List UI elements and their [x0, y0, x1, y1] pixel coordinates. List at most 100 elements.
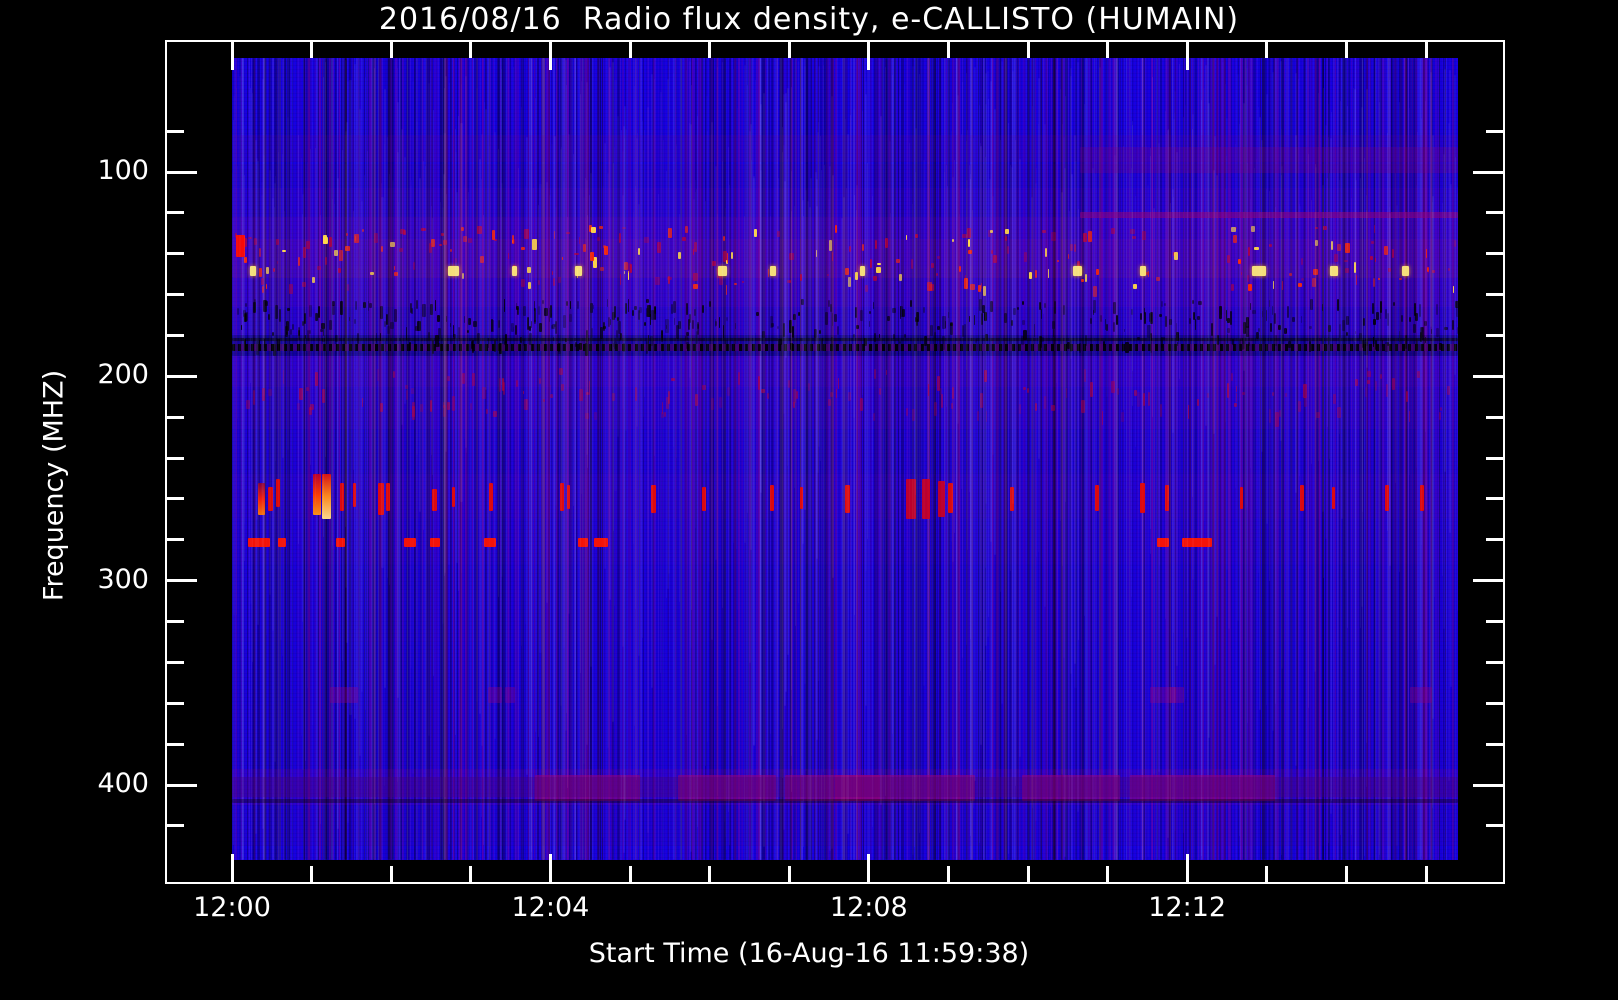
spec-grain — [501, 68, 502, 385]
spec-column-noise — [580, 58, 583, 860]
spec-grain — [1187, 205, 1188, 594]
rfi-burst — [1301, 258, 1303, 266]
spec-column-noise — [694, 58, 697, 860]
spec-column-noise — [982, 58, 985, 860]
spec-grain — [1340, 100, 1341, 835]
spec-column-noise — [701, 58, 703, 860]
spec-column-noise — [916, 58, 919, 860]
spec-grain — [444, 132, 446, 574]
speckle-200 — [612, 393, 615, 402]
spec-grain — [1135, 196, 1136, 447]
rfi-burst — [333, 249, 338, 256]
spec-column-noise — [880, 58, 882, 860]
spec-grain — [439, 202, 441, 860]
dark-tick — [332, 304, 335, 315]
spec-column-noise — [635, 58, 637, 860]
dark-tick — [379, 306, 384, 320]
spec-grain — [1228, 218, 1230, 629]
spec-grain — [349, 79, 352, 715]
rfi-burst — [440, 233, 445, 236]
spec-grain — [961, 81, 964, 658]
dark-tick — [517, 308, 520, 315]
dark-tick — [1038, 336, 1043, 349]
spec-column-noise — [598, 58, 601, 860]
rfi-burst — [492, 229, 495, 241]
rfi-burst — [521, 278, 525, 287]
rfi-burst — [428, 242, 432, 253]
spec-column-noise — [1254, 58, 1257, 860]
dark-tick — [297, 327, 301, 341]
rfi-burst — [551, 271, 554, 276]
dark-tick — [1287, 306, 1289, 319]
spec-grain — [589, 194, 591, 860]
spec-column-noise — [885, 58, 888, 860]
speckle-200 — [446, 375, 450, 381]
spec-grain — [1331, 112, 1333, 801]
spec-column-noise — [250, 58, 252, 860]
spec-column-noise — [596, 58, 600, 860]
spec-column-noise — [652, 58, 656, 860]
burst-255-22 — [948, 482, 953, 514]
dark-tick — [434, 300, 437, 311]
dark-tick — [1225, 310, 1227, 321]
spec-column-noise — [1269, 58, 1271, 860]
dark-tick — [466, 329, 469, 334]
spec-grain — [880, 115, 882, 806]
spec-grain — [1269, 191, 1271, 581]
spec-grain — [314, 147, 317, 504]
x-minor-tick-top-2 — [389, 40, 393, 58]
spec-column-noise — [533, 58, 535, 860]
speckle-200 — [937, 375, 940, 391]
rfi-burst — [338, 267, 342, 274]
dark-tick — [1381, 340, 1384, 347]
dark-tick — [263, 339, 266, 349]
rfi-burst — [978, 285, 981, 293]
spec-column-noise — [1438, 58, 1441, 860]
spec-grain — [1001, 61, 1003, 704]
spec-column-noise — [1005, 58, 1008, 860]
rfi-burst — [937, 255, 941, 259]
spec-grain — [1361, 107, 1363, 608]
rfi-burst — [1042, 229, 1046, 234]
spec-column-noise — [1373, 58, 1376, 860]
spec-column-noise — [590, 58, 592, 860]
spec-grain — [274, 206, 275, 860]
spec-column-noise — [504, 58, 507, 860]
spec-grain — [373, 67, 376, 804]
y-minor-tick-right-360 — [1486, 701, 1505, 705]
spec-column-noise — [927, 58, 930, 860]
spec-column-noise — [1199, 58, 1201, 860]
spec-grain — [821, 169, 823, 860]
rfi-burst — [552, 277, 556, 286]
spec-freq-band-14 — [232, 564, 1458, 642]
spec-grain — [673, 73, 674, 447]
spec-column-noise — [971, 58, 973, 860]
spec-column-noise — [345, 58, 347, 860]
speckle-200 — [1089, 381, 1093, 397]
spec-column-noise — [751, 58, 754, 860]
spec-column-noise — [1191, 58, 1193, 860]
spec-column-noise — [1366, 58, 1368, 860]
spec-column-noise — [1081, 58, 1083, 860]
spec-freq-band-16 — [232, 703, 1458, 769]
spec-grain — [755, 80, 756, 333]
dark-tick — [586, 329, 588, 344]
spec-column-noise — [1085, 58, 1088, 860]
rfi-burst — [826, 273, 830, 276]
spec-column-noise — [891, 58, 893, 860]
spec-column-noise — [1428, 58, 1429, 860]
dark-tick — [801, 299, 805, 305]
spec-column-noise — [958, 58, 960, 860]
spec-column-noise — [826, 58, 828, 860]
burst-255-30 — [1385, 484, 1389, 512]
rfi-burst — [1314, 240, 1318, 247]
spec-column-noise — [1343, 58, 1345, 860]
spec-column-noise — [331, 58, 334, 860]
dark-tick — [1309, 299, 1313, 311]
spec-column-noise — [318, 58, 321, 860]
dark-tick — [529, 333, 533, 346]
spec-column-noise — [700, 58, 704, 860]
dark-tick — [709, 300, 711, 308]
spec-column-noise — [384, 58, 388, 860]
spec-grain — [566, 216, 569, 788]
